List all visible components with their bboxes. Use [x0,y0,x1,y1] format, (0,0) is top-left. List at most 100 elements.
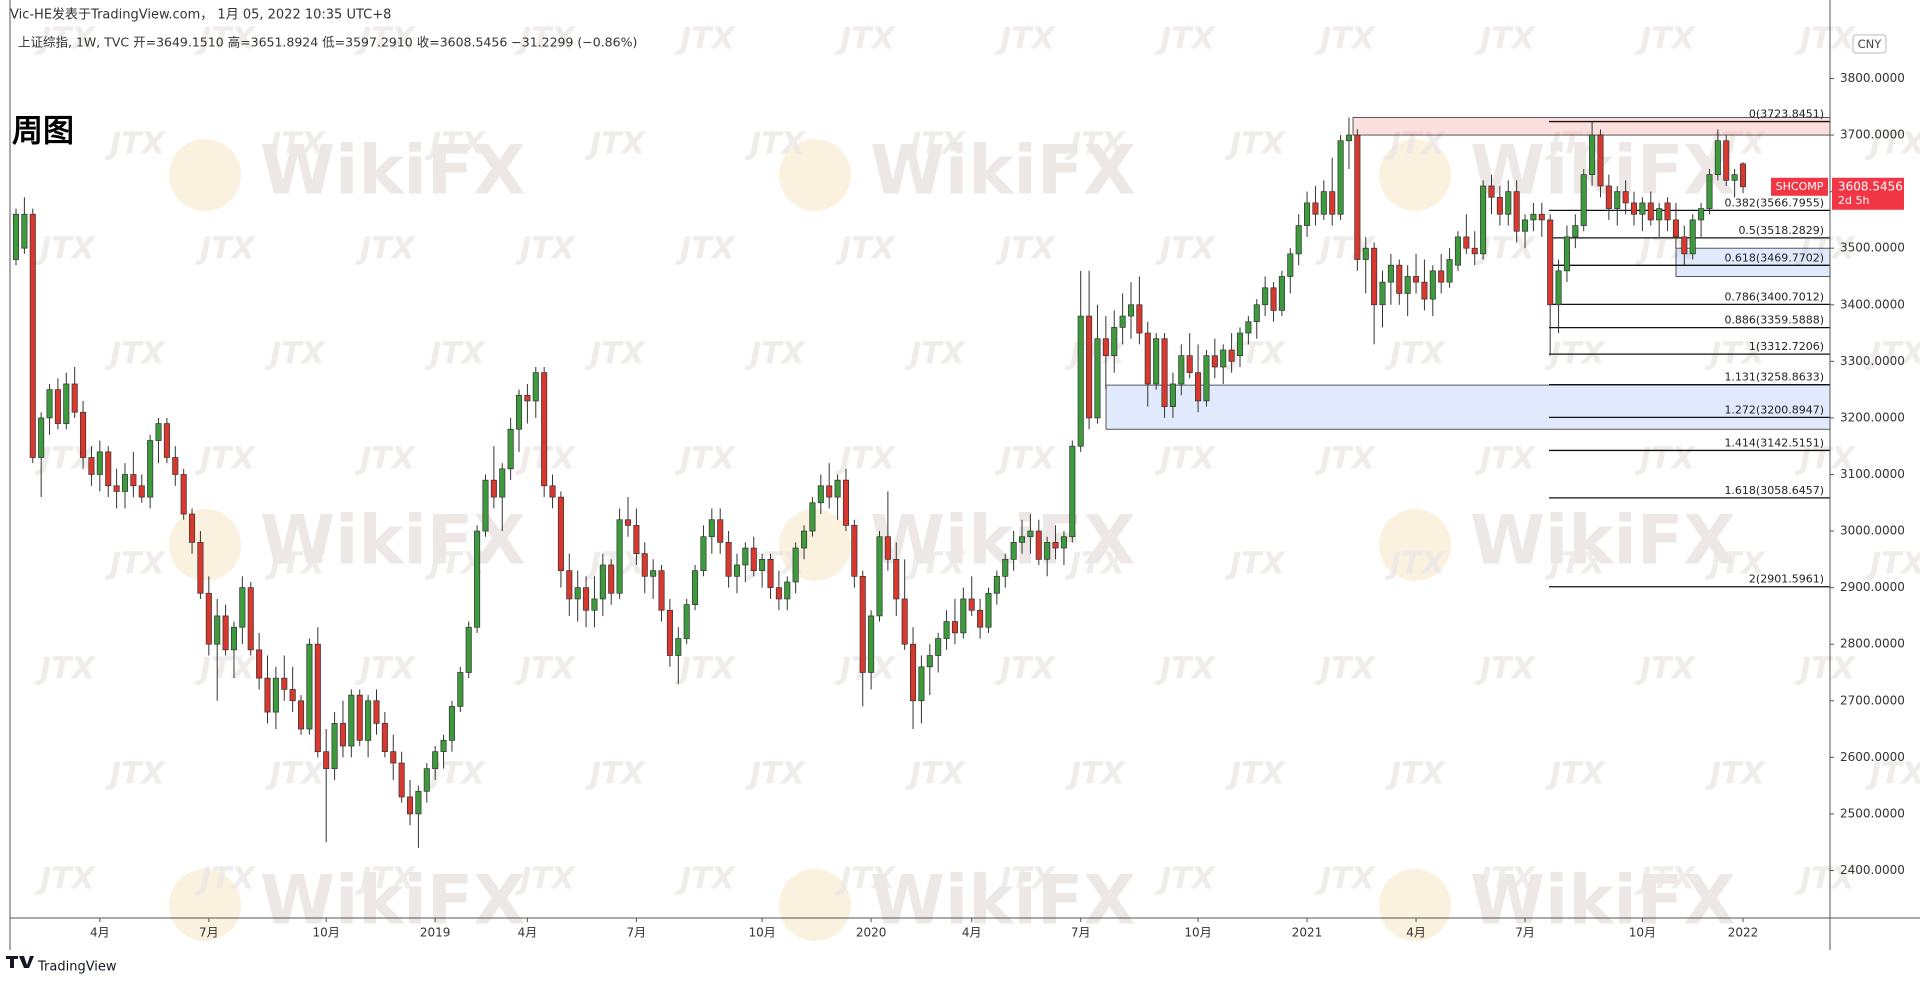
candle-body [1153,338,1160,385]
tv-logo [6,956,34,968]
watermark-small: JTX [515,862,577,897]
candle-body [834,479,841,498]
candle-body [256,649,263,679]
candle-body [1413,276,1420,283]
candle-body [331,723,338,770]
candle-body [1371,247,1378,306]
candle-body [490,479,497,498]
candle-body [147,440,154,498]
watermark-small: JTX [745,127,807,162]
candle-body [1530,213,1537,221]
candle-body [1672,219,1679,238]
watermark-small: JTX [355,232,417,267]
candle-body [432,751,439,770]
symbol-tag [1771,177,1828,196]
candle-body [532,372,539,402]
watermark-small: JTX [1545,757,1607,792]
candle-body [314,643,321,753]
candle-body [960,598,967,634]
x-tick-label: 10月 [1184,926,1211,940]
candle-body [197,542,204,594]
candle-body [1471,247,1478,255]
candle-body [155,423,162,441]
fib-label: 0.618(3469.7702) [1724,251,1824,264]
candle-body [21,213,28,249]
header: Vic-HE发表于TradingView.com， 1月 05, 2022 10… [10,7,391,23]
candle-body [1630,202,1638,215]
watermark-small: JTX [35,232,97,267]
x-tick-label: 4月 [90,926,110,940]
watermark-small: JTX [1865,337,1920,372]
candle-body [859,575,866,673]
candle-body [977,609,984,628]
watermark: WikiFX [1470,862,1736,941]
y-tick-label: 2700.0000 [1840,693,1905,707]
watermark-small: JTX [1225,757,1287,792]
candle-body [189,513,196,543]
x-tick-label: 7月 [627,926,647,940]
candle-body [1195,372,1202,402]
watermark-small: JTX [675,442,737,477]
candle-body [851,525,858,577]
watermark-small: JTX [1795,442,1857,477]
watermarks: WikiFX WikiFX WikiFX WikiFX WikiFX WikiFX Wiki… [35,22,1920,941]
candle-body [1387,264,1394,283]
candles [12,117,1747,848]
watermark-small: JTX [1385,547,1447,582]
watermark-small: JTX [35,652,97,687]
watermark-small: JTX [1475,862,1537,897]
candle-body [348,694,355,747]
watermark-small: JTX [675,22,737,57]
x-tick-label: 2019 [420,926,451,940]
watermark-small: JTX [1475,652,1537,687]
watermark-small: JTX [835,232,897,267]
watermark-small: JTX [355,442,417,477]
watermark-small: JTX [515,22,577,57]
watermark: WikiFX [1470,502,1736,581]
watermark-small: JTX [195,652,257,687]
zone [1105,384,1831,430]
watermark-small: JTX [515,652,577,687]
watermark: WikiFX [870,132,1136,211]
y-tick-label: 3000.0000 [1840,524,1905,538]
candle-body [826,485,833,498]
candle-body [1739,163,1747,188]
candle-body [1295,225,1302,255]
candle-body [130,474,137,487]
candle-body [583,587,590,611]
candle-body [784,581,791,600]
candle-body [482,479,489,532]
candle-body [549,485,556,498]
candle-body [951,621,958,634]
x-tick-label: 4月 [962,926,982,940]
candle-body [1320,191,1327,215]
candle-body [1664,202,1671,221]
candle-body [1161,338,1168,407]
candle-body [901,598,908,645]
x-tick-label: 2020 [856,926,887,940]
candle-body [591,598,598,611]
candle-body [1698,208,1705,221]
candle-body [205,592,212,645]
candle-body [448,706,455,741]
fib-label: 1.272(3200.8947) [1724,403,1824,416]
candle-body [641,553,648,577]
candle-body [1731,174,1738,181]
candle-body [1169,383,1176,407]
candle-body [390,751,397,764]
watermark-small: JTX [1635,652,1697,687]
y-tick-label: 3100.0000 [1840,467,1905,481]
candle-body [884,536,891,560]
watermark-small: JTX [35,22,97,57]
candle-body [54,389,61,424]
currency: CNY [1858,37,1883,51]
candle-body [1236,332,1244,357]
candle-body [63,383,70,424]
candle-body [1354,134,1361,260]
candle-body [624,519,632,526]
currency-box[interactable] [1852,34,1887,54]
x-tick-label: 7月 [199,926,219,940]
fib-label: 1.618(3058.6457) [1724,484,1824,497]
watermark-small: JTX [835,22,897,57]
zone [1675,247,1831,277]
